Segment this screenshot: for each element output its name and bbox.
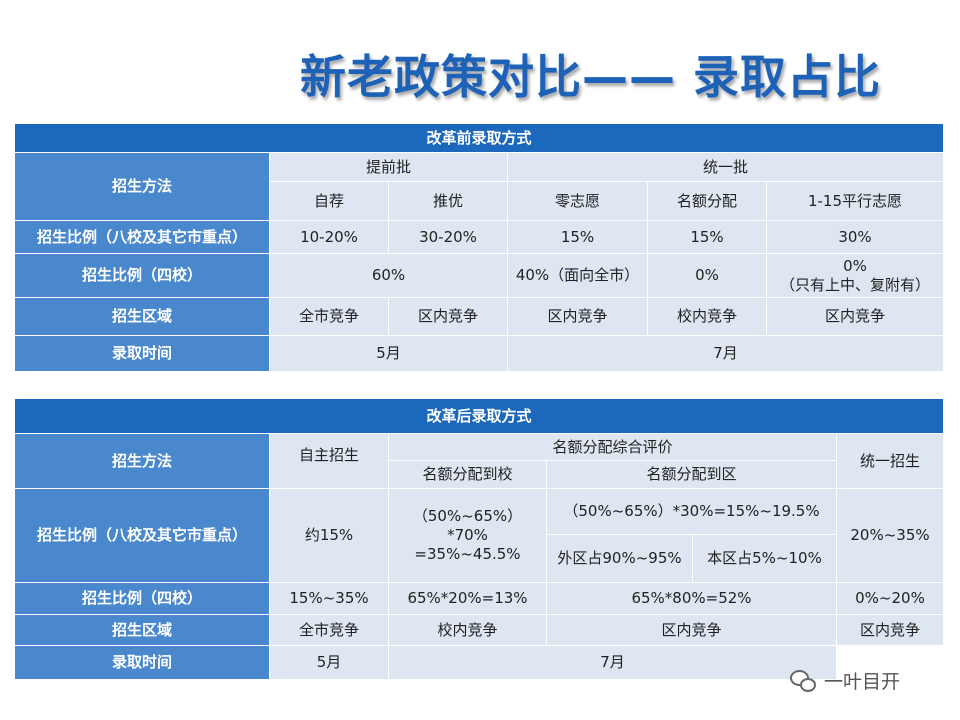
new-ratio4-cell: 65%*20%=13% [389,583,547,615]
new-time-cell: 7月 [389,646,837,680]
old-policy-table: 改革前录取方式 招生方法 提前批 统一批 自荐 推优 零志愿 名额分配 1-15… [15,124,944,372]
old-ratio4-cell: 60% [270,254,508,298]
old-ratio4-cell: 0% （只有上中、复附有） [767,254,944,298]
new-quota-eval: 名额分配综合评价 [389,434,837,461]
new-ratio8-outside: 外区占90%~95% [547,535,693,583]
new-row-ratio4-label: 招生比例（四校） [15,583,270,615]
new-time-cell: 5月 [270,646,389,680]
old-time-cell: 7月 [508,336,944,372]
old-ratio8-cell: 30-20% [389,221,508,254]
old-area-cell: 全市竞争 [270,298,389,336]
old-ratio4-value: 0% [843,256,867,275]
new-self-enroll: 自主招生 [270,434,389,489]
old-ratio4-cell: 0% [648,254,767,298]
old-area-cell: 区内竞争 [389,298,508,336]
page-title: 新老政策对比—— 录取占比 [300,50,882,104]
old-row-method-label: 招生方法 [15,153,270,221]
old-ratio8-cell: 15% [508,221,648,254]
new-row-method-label: 招生方法 [15,434,270,489]
old-method-cell: 推优 [389,182,508,221]
new-unified: 统一招生 [837,434,944,489]
old-table-header: 改革前录取方式 [15,124,944,153]
wechat-icon [790,669,816,692]
old-row-area-label: 招生区域 [15,298,270,336]
old-ratio8-cell: 15% [648,221,767,254]
new-ratio8-school-line: *70% [447,526,488,545]
new-quota-to-school: 名额分配到校 [389,461,547,489]
new-ratio8-cell: 20%~35% [837,489,944,583]
new-area-cell: 全市竞争 [270,615,389,646]
old-area-cell: 区内竞争 [508,298,648,336]
watermark-text: 一叶目开 [824,670,901,693]
old-ratio4-cell: 40%（面向全市） [508,254,648,298]
new-ratio8-cell: （50%~65%） *70% =35%~45.5% [389,489,547,583]
new-policy-table: 改革后录取方式 招生方法 自主招生 名额分配综合评价 统一招生 名额分配到校 名… [15,399,944,680]
old-row-ratio8-label: 招生比例（八校及其它市重点） [15,221,270,254]
new-ratio4-cell: 65%*80%=52% [547,583,837,615]
new-ratio8-school-line: （50%~65%） [412,507,523,526]
old-row-time-label: 录取时间 [15,336,270,372]
new-row-ratio8-label: 招生比例（八校及其它市重点） [15,489,270,583]
new-area-cell: 区内竞争 [547,615,837,646]
old-group-unified: 统一批 [508,153,944,182]
old-ratio8-cell: 30% [767,221,944,254]
new-area-cell: 区内竞争 [837,615,944,646]
old-ratio8-cell: 10-20% [270,221,389,254]
old-area-cell: 区内竞争 [767,298,944,336]
new-quota-to-district: 名额分配到区 [547,461,837,489]
new-ratio8-inside: 本区占5%~10% [693,535,837,583]
new-ratio8-cell: 约15% [270,489,389,583]
new-ratio4-cell: 0%~20% [837,583,944,615]
old-time-cell: 5月 [270,336,508,372]
old-method-cell: 零志愿 [508,182,648,221]
old-method-cell: 自荐 [270,182,389,221]
watermark: 一叶目开 [790,664,940,696]
old-method-cell: 名额分配 [648,182,767,221]
new-table-header: 改革后录取方式 [15,399,944,434]
old-area-cell: 校内竞争 [648,298,767,336]
old-method-cell: 1-15平行志愿 [767,182,944,221]
new-ratio8-cell: （50%~65%）*30%=15%~19.5% [547,489,837,535]
new-area-cell: 校内竞争 [389,615,547,646]
old-ratio4-note: （只有上中、复附有） [779,275,930,294]
new-row-time-label: 录取时间 [15,646,270,680]
old-row-ratio4-label: 招生比例（四校） [15,254,270,298]
new-ratio8-school-line: =35%~45.5% [414,544,521,563]
old-group-early: 提前批 [270,153,508,182]
new-row-area-label: 招生区域 [15,615,270,646]
new-time-empty-cell [837,646,944,680]
new-ratio4-cell: 15%~35% [270,583,389,615]
